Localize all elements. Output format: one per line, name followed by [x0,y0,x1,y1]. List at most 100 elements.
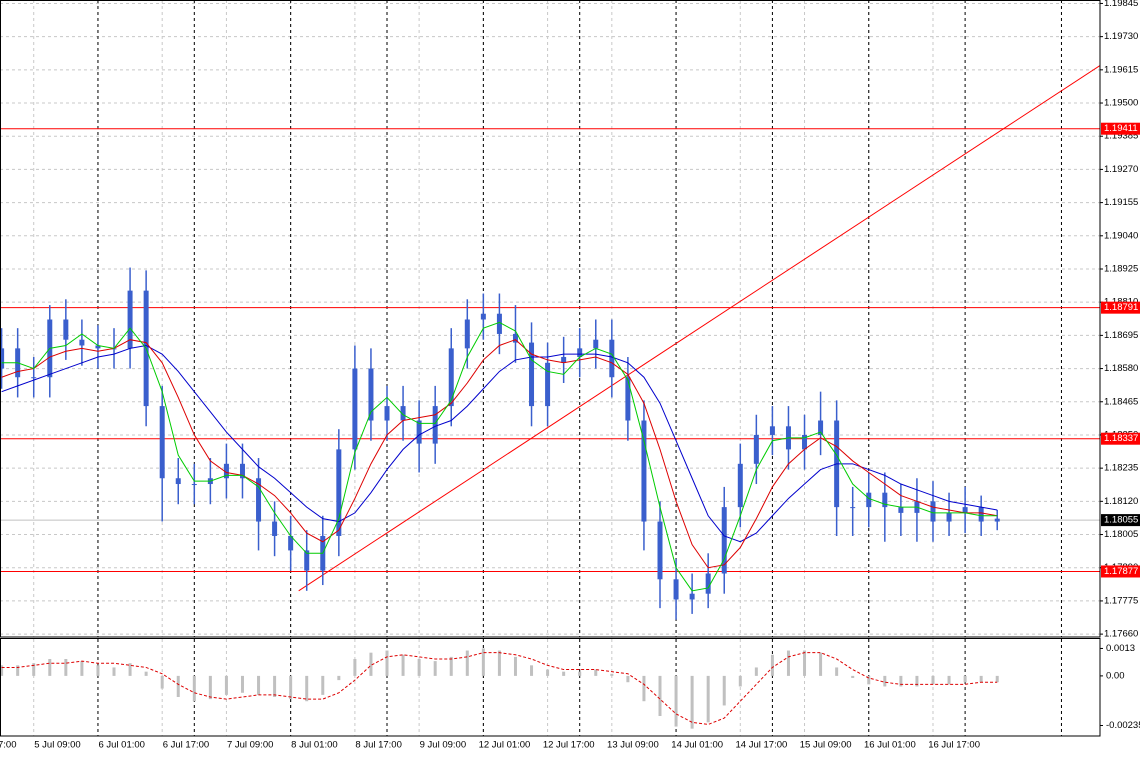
y-tick-label: 1.19270 [1104,164,1138,175]
candle-body [368,368,374,421]
y-tick-label: 1.18465 [1104,396,1138,407]
x-tick-label: 12 Jul 17:00 [543,740,595,751]
macd-bar [497,650,501,676]
macd-bar [48,659,52,676]
x-tick-label: 14 Jul 17:00 [736,740,788,751]
candle-body [95,345,101,349]
y-tick-label: 1.19615 [1104,64,1138,75]
candle-body [272,521,278,536]
x-tick-label: 13 Jul 09:00 [607,740,659,751]
candle-body [689,593,695,600]
macd-bar [979,675,983,683]
macd-bar [305,675,309,702]
candle-body [577,348,583,358]
y-tick-label: 0.0013 [1106,643,1135,654]
x-tick-label: 8 Jul 17:00 [355,740,401,751]
moving-average [1,339,998,569]
macd-bar [80,661,84,676]
macd-bar [642,675,646,702]
macd-bar [32,663,36,676]
candle-body [994,518,1000,522]
macd-bar [0,665,4,676]
macd-bar [144,671,148,676]
macd-bar [208,675,212,700]
x-tick-label: 9 Jul 09:00 [420,740,466,751]
candle-body [673,579,679,600]
x-tick-label: 16 Jul 01:00 [864,740,916,751]
macd-bar [786,650,790,676]
candle-body [31,377,37,379]
y-tick-label: 1.17775 [1104,595,1138,606]
y-tick-label: 1.19155 [1104,197,1138,208]
candle-body [753,434,759,464]
level-label: 1.18791 [1104,302,1138,313]
candle-body [818,420,824,435]
level-label-box [1101,432,1140,445]
candle-body [930,501,936,522]
candle-body [384,406,390,421]
candle-body [159,406,165,479]
x-tick-label: 8 Jul 01:00 [291,740,337,751]
macd-bar [433,661,437,676]
candle-body [448,348,454,407]
y-tick-label: 1.19845 [1104,0,1138,9]
macd-bar [947,675,951,685]
macd-bar [289,675,293,700]
macd-bar [353,659,357,676]
candle-body [625,377,631,421]
macd-bar [112,667,116,676]
macd-bar [674,675,678,727]
macd-bar [819,652,823,676]
candle-body [721,507,727,574]
macd-bar [578,671,582,676]
trendline [298,65,1100,592]
candle-body [127,290,133,349]
macd-bar [417,659,421,676]
macd-panel [0,639,1062,736]
macd-bar [626,675,630,683]
y-tick-label: 1.18925 [1104,264,1138,275]
y-tick-label: 1.19730 [1104,31,1138,42]
macd-bar [192,675,196,702]
candle-body [737,463,743,508]
macd-bar [465,650,469,676]
candle-body [175,478,181,485]
x-tick-label: 14 Jul 01:00 [671,740,723,751]
candle-body [978,507,984,522]
candle-body [866,492,872,508]
macd-bar [337,675,341,681]
macd-bar [690,675,694,729]
candle-body [79,339,85,346]
candle-body [609,339,615,378]
candle-body [898,507,904,513]
main-panel [0,0,1100,637]
macd-signal [1,652,998,725]
candle-body [769,426,775,435]
x-tick-label: 12 Jul 01:00 [479,740,531,751]
macd-bar [176,675,180,697]
candle-body [512,333,518,343]
y-tick-label: 1.19385 [1104,131,1138,142]
macd-bar [240,675,244,693]
moving-average [1,344,998,543]
candle-body [352,368,358,450]
macd-bar [321,675,325,695]
x-tick-label: 16 Jul 17:00 [928,740,980,751]
level-label-box [1101,565,1140,578]
macd-bar [995,675,999,683]
y-tick-label: 1.19500 [1104,98,1138,109]
candle-body [288,535,294,551]
candle-body [223,463,229,479]
macd-bar [658,675,662,716]
macd-bar [754,667,758,676]
candle-body [850,507,856,509]
macd-bar [931,675,935,685]
candle-body [0,348,5,369]
macd-bar [257,675,261,695]
level-label: 1.19411 [1104,123,1138,134]
candle-body [496,313,502,334]
candle-body [336,449,342,536]
candle-body [239,463,245,479]
